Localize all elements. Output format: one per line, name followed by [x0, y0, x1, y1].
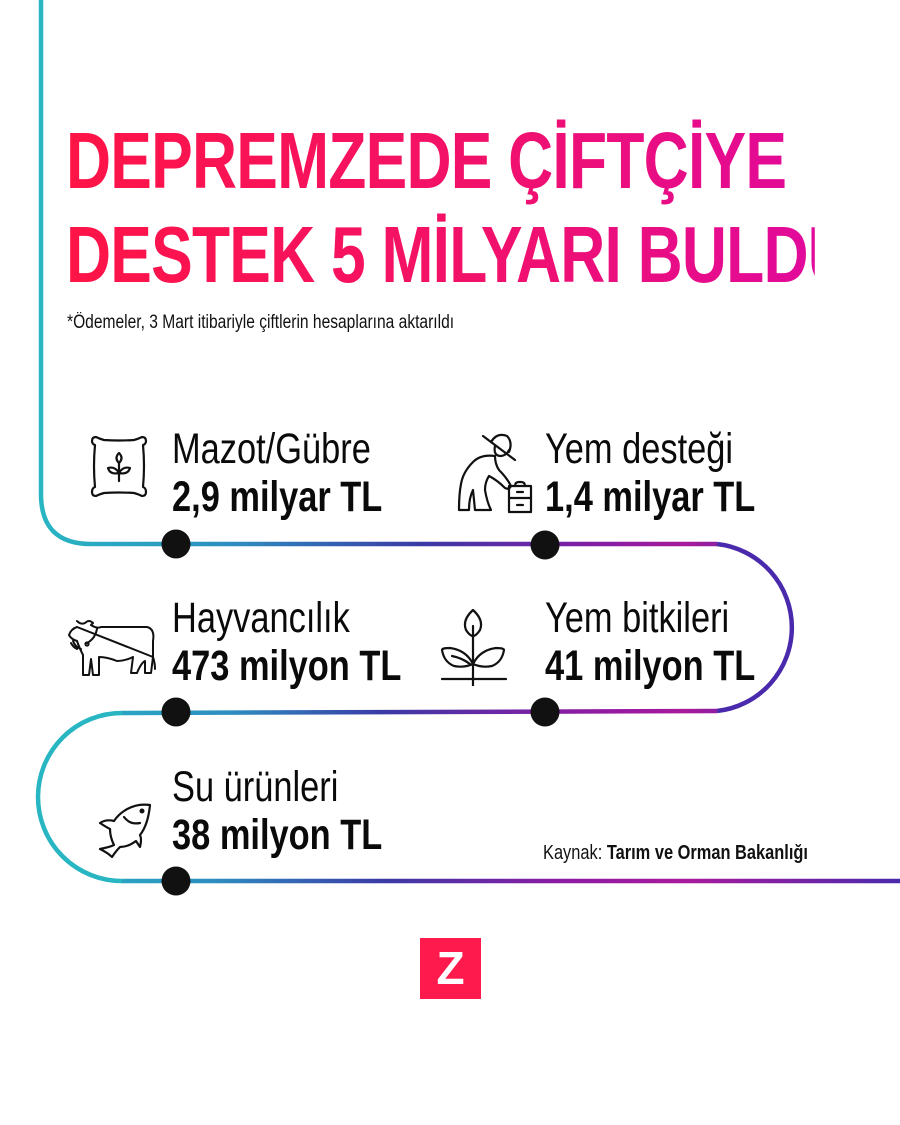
item-value: 473 milyon TL [172, 642, 402, 690]
route-bend-right [716, 541, 795, 714]
item-label: Su ürünleri [172, 763, 339, 811]
payment-note: *Ödemeler, 3 Mart itibariyle çiftlerin h… [67, 312, 455, 333]
headline: DEPREMZEDE ÇİFTÇİYE DESTEK 5 MİLYARI BUL… [66, 114, 815, 302]
item-value: 41 milyon TL [545, 642, 756, 690]
source-prefix: Kaynak: [543, 842, 603, 864]
item-label: Mazot/Gübre [172, 425, 371, 473]
cow-icon [67, 617, 159, 679]
item-value: 2,9 milyar TL [172, 473, 383, 521]
brand-logo: Z [420, 938, 481, 999]
route-stop-2 [530, 530, 560, 560]
item-label: Hayvancılık [172, 594, 350, 642]
route-segment-middle [121, 708, 718, 716]
route-bend-left [35, 710, 123, 884]
item-value: 1,4 milyar TL [545, 473, 756, 521]
item-label: Yem bitkileri [545, 594, 730, 642]
support-item-livestock: Hayvancılık 473 milyon TL [172, 594, 459, 690]
route-stop-4 [530, 697, 560, 727]
route-segment-top [38, 0, 717, 547]
farmer-icon [455, 428, 535, 514]
route-stop-3 [161, 697, 191, 727]
support-item-forage-crops: Yem bitkileri 41 milyon TL [545, 594, 808, 690]
source-name: Tarım ve Orman Bakanlığı [606, 842, 808, 864]
headline-line-1: DEPREMZEDE ÇİFTÇİYE [66, 116, 787, 205]
fertilizer-sack-icon [88, 433, 150, 499]
support-item-aquaculture: Su ürünleri 38 milyon TL [172, 763, 435, 859]
route-stop-1 [161, 529, 191, 559]
fish-icon [98, 803, 154, 859]
headline-line-2: DESTEK 5 MİLYARI BULDU [66, 210, 853, 299]
support-item-feed: Yem desteği 1,4 milyar TL [545, 425, 808, 521]
route-stop-5 [161, 866, 191, 896]
item-value: 38 milyon TL [172, 811, 383, 859]
support-item-fuel-fertilizer: Mazot/Gübre 2,9 milyar TL [172, 425, 435, 521]
plant-icon [440, 608, 508, 686]
item-label: Yem desteği [545, 425, 734, 473]
source-credit: Kaynak: Tarım ve Orman Bakanlığı [543, 842, 808, 865]
